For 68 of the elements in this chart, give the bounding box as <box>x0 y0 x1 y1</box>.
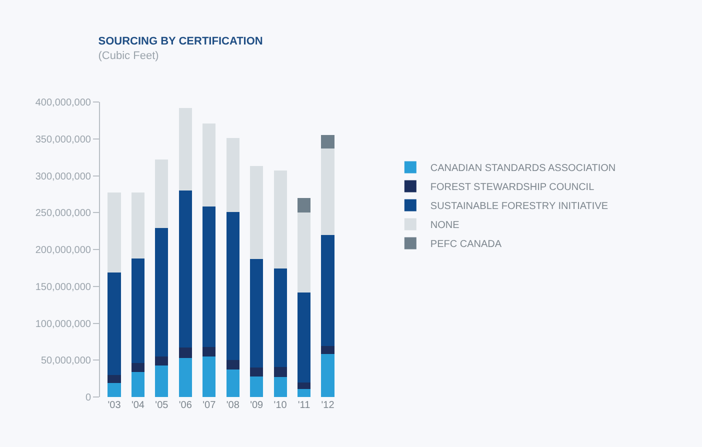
bar <box>321 148 334 235</box>
bar <box>250 166 264 260</box>
x-tick-label: '10 <box>274 400 288 411</box>
y-tick-label: 250,000,000 <box>35 208 92 220</box>
x-tick-label: '07 <box>202 400 216 411</box>
x-tick-label: '06 <box>178 400 192 411</box>
bar <box>108 192 121 272</box>
y-tick-label: 300,000,000 <box>35 171 92 182</box>
bar <box>131 363 144 372</box>
bar <box>155 160 168 228</box>
bar <box>274 170 287 269</box>
bar <box>155 365 168 397</box>
bar <box>202 123 216 207</box>
bar <box>226 370 240 397</box>
bar <box>108 382 121 397</box>
x-tick-label: '11 <box>298 400 311 411</box>
bar <box>108 272 121 375</box>
bar <box>178 358 192 397</box>
bar <box>321 346 334 354</box>
bar <box>321 234 334 346</box>
legend-label: CANADIAN STANDARDS ASSOCIATION <box>430 163 616 174</box>
x-tick-label: '08 <box>226 400 240 411</box>
legend-label: FOREST STEWARDSHIP COUNCIL <box>430 182 595 194</box>
x-tick-label: '04 <box>131 400 145 411</box>
bar <box>155 356 168 366</box>
bar <box>274 377 287 397</box>
bar <box>298 198 311 213</box>
bar <box>226 138 240 212</box>
bar <box>298 212 311 292</box>
bar <box>108 374 121 383</box>
bar <box>250 376 264 397</box>
x-tick-label: '09 <box>250 400 264 411</box>
bar <box>274 366 287 378</box>
bar <box>321 135 334 148</box>
legend-label: SUSTAINABLE FORESTRY INITIATIVE <box>430 201 608 212</box>
chart-subtitle: (Cubic Feet) <box>98 50 159 62</box>
bar <box>298 388 311 397</box>
bar <box>226 212 240 360</box>
bar <box>250 368 264 376</box>
x-tick-label: '05 <box>155 400 169 411</box>
bar <box>202 346 216 356</box>
bar <box>178 348 192 358</box>
bar <box>131 372 144 397</box>
y-tick-label: 100,000,000 <box>35 318 92 330</box>
legend-label: NONE <box>430 220 460 232</box>
y-tick-label: 350,000,000 <box>35 134 92 146</box>
bar <box>298 292 311 382</box>
bar <box>298 382 311 389</box>
x-tick-label: '12 <box>321 400 335 411</box>
bar <box>178 190 192 348</box>
y-tick-label: 0 <box>85 392 92 404</box>
y-tick-label: 400,000,000 <box>35 98 92 108</box>
bar <box>202 356 216 397</box>
legend-label: PEFC CANADA <box>430 239 502 250</box>
bar <box>226 360 240 370</box>
bar <box>131 258 144 364</box>
x-tick-label: '03 <box>108 400 122 411</box>
bar <box>155 228 168 356</box>
bar <box>250 259 264 368</box>
bar <box>131 192 144 258</box>
bar <box>178 108 192 190</box>
chart-title: SOURCING BY CERTIFICATION <box>98 36 263 48</box>
y-tick-label: 200,000,000 <box>35 245 92 256</box>
bar <box>321 354 334 397</box>
y-tick-label: 50,000,000 <box>40 356 92 367</box>
bar <box>274 268 287 367</box>
bar <box>202 206 216 347</box>
y-tick-label: 150,000,000 <box>35 282 92 293</box>
